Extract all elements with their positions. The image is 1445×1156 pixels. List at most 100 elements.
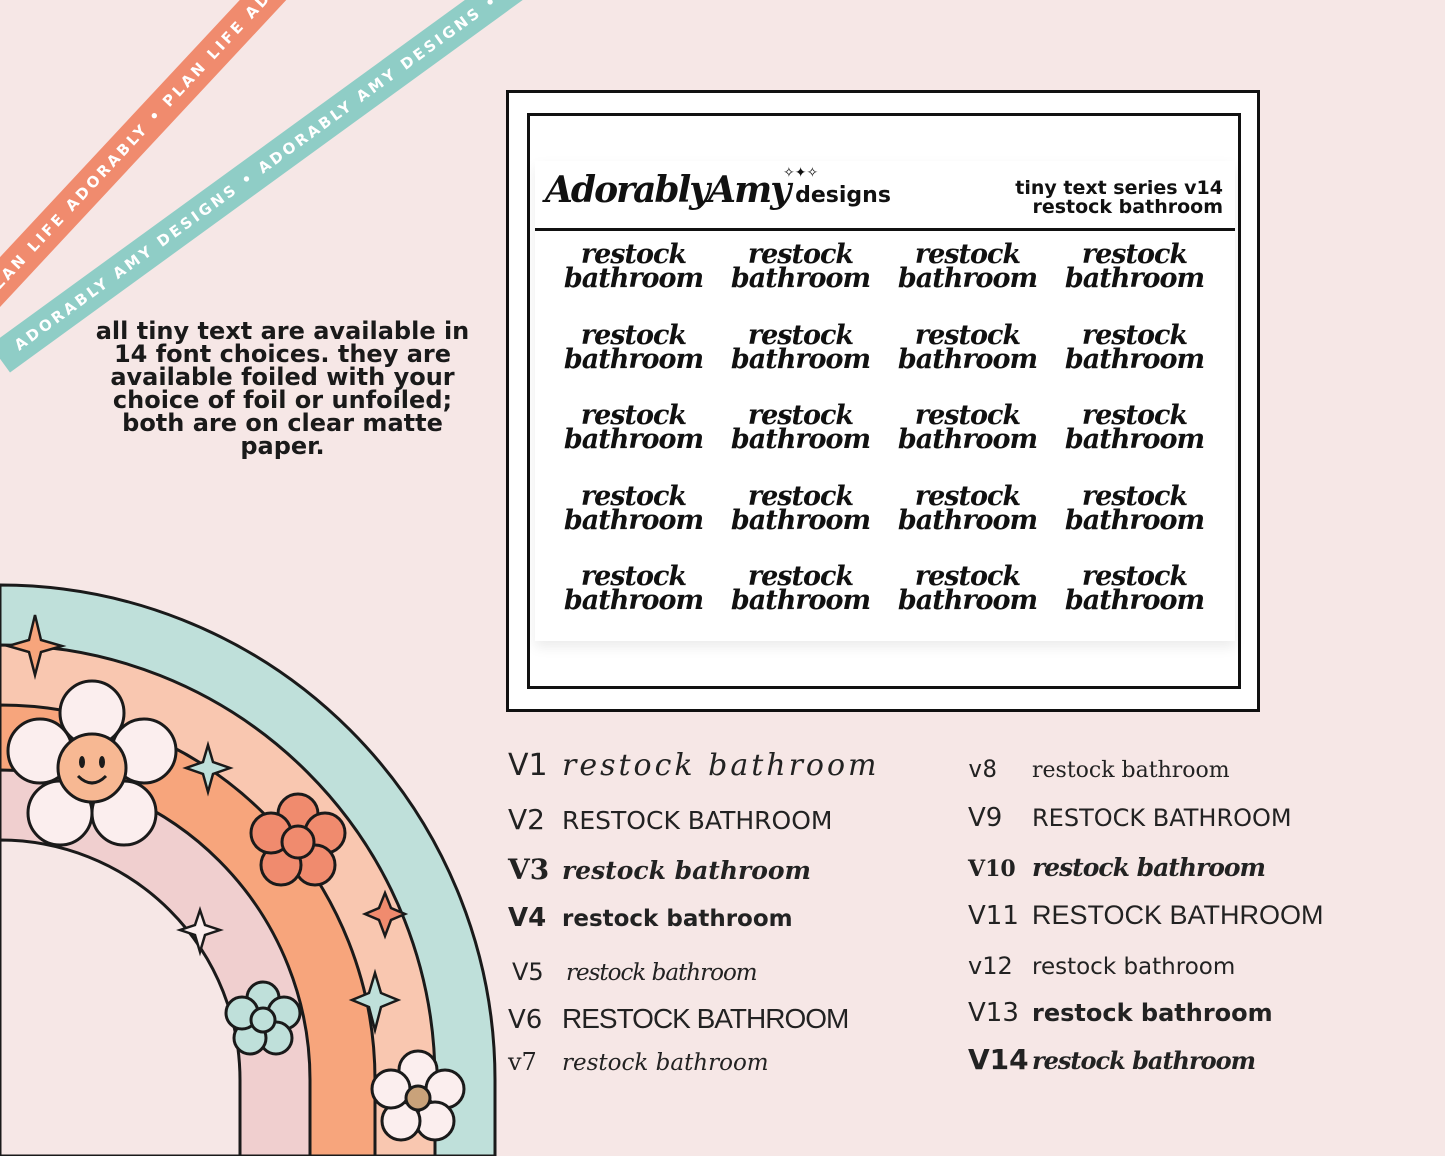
sticker-line-1: restock (914, 480, 1021, 512)
sticker-line-2: bathroom (1064, 504, 1205, 536)
font-version-label: V3 (508, 853, 550, 886)
coral-flower-icon (249, 792, 347, 887)
sticker-item: restock bathroom (717, 400, 884, 485)
sticker-item: restock bathroom (1051, 480, 1218, 566)
series-line-2: restock bathroom (1032, 196, 1223, 218)
rainbow-illustration (0, 583, 497, 1156)
sticker-line-1: restock (1081, 480, 1188, 512)
font-version-item: V14 restock bathroom (968, 1043, 1256, 1076)
font-version-label: v12 (968, 952, 1013, 980)
font-version-label: V9 (968, 803, 1003, 833)
sticker-item: restock bathroom (550, 563, 717, 646)
sticker-item: restock bathroom (717, 319, 884, 405)
font-version-item: V10 restock bathroom (968, 853, 1266, 882)
sparkle-icon (3, 614, 67, 680)
font-version-item: V3 restock bathroom (508, 853, 811, 886)
font-version-item: V1 restock bathroom (508, 748, 880, 783)
font-version-item: V11 RESTOCK BATHROOM (968, 900, 1324, 931)
sticker-line-2: bathroom (1064, 585, 1205, 616)
font-version-item: V9 RESTOCK BATHROOM (968, 803, 1292, 833)
sticker-line-2: bathroom (897, 343, 1038, 375)
sticker-item: restock bathroom (550, 241, 717, 324)
font-version-label: V5 (512, 958, 544, 986)
font-version-sample: restock bathroom (566, 960, 758, 986)
font-version-label: V1 (508, 748, 548, 783)
font-version-sample: restock bathroom (1032, 1046, 1256, 1075)
sticker-line-2: bathroom (897, 504, 1038, 536)
font-version-label: V10 (968, 856, 1016, 882)
sticker-line-2: bathroom (897, 263, 1038, 294)
sticker-item: restock bathroom (550, 322, 717, 405)
sticker-item: restock bathroom (550, 402, 717, 485)
sticker-line-1: restock (747, 400, 854, 431)
sticker-item: restock bathroom (550, 480, 717, 566)
sticker-line-2: bathroom (730, 504, 871, 536)
product-preview-inner-frame: AdorablyAmy designs ✧✦✧ tiny text series… (527, 113, 1241, 689)
sticker-line-1: restock (747, 561, 854, 592)
sparkle-icon (176, 906, 224, 957)
series-line-1: tiny text series v14 (1015, 177, 1223, 199)
sticker-line-2: bathroom (563, 585, 704, 616)
font-version-sample: restock bathroom (1032, 853, 1266, 882)
sticker-item: restock bathroom (1051, 400, 1218, 485)
sticker-item: restock bathroom (717, 241, 884, 324)
sticker-grid: restock bathroom restock bathroom restock bat… (535, 239, 1235, 646)
sticker-line-1: restock (747, 319, 854, 351)
sparkle-icon (361, 889, 409, 940)
font-version-sample: restock bathroom (562, 748, 880, 783)
font-version-item: V5 restock bathroom (512, 958, 758, 986)
sheet-header: AdorablyAmy designs ✧✦✧ tiny text series… (535, 161, 1235, 231)
font-version-item: V4 restock bathroom (508, 903, 793, 933)
sticker-line-2: bathroom (1064, 424, 1205, 455)
sticker-line-1: restock (914, 319, 1021, 351)
sticker-line-1: restock (1081, 239, 1188, 270)
font-version-sample: RESTOCK BATHROOM (562, 1003, 849, 1034)
sticker-line-1: restock (1081, 561, 1188, 592)
sticker-item: restock bathroom (884, 561, 1051, 646)
product-description: all tiny text are available in 14 font c… (95, 317, 470, 460)
sparkle-icon: ✧✦✧ (783, 165, 819, 181)
sticker-line-1: restock (1081, 319, 1188, 351)
sparkle-icon (348, 968, 402, 1035)
sticker-line-2: bathroom (730, 343, 871, 375)
mint-flower-icon (224, 980, 302, 1056)
font-version-item: V13 restock bathroom (968, 998, 1273, 1028)
font-version-item: V2 RESTOCK BATHROOM (508, 803, 832, 836)
brand-logo: AdorablyAmy designs (545, 169, 891, 211)
sticker-line-2: bathroom (897, 424, 1038, 455)
product-preview-frame: AdorablyAmy designs ✧✦✧ tiny text series… (506, 90, 1260, 712)
white-flower-icon (370, 1049, 466, 1142)
font-version-sample: restock bathroom (1032, 758, 1230, 783)
sticker-item: restock bathroom (1051, 239, 1218, 324)
smiley-flower-icon (6, 679, 178, 847)
sticker-line-1: restock (914, 561, 1021, 592)
sticker-item: restock bathroom (884, 400, 1051, 485)
font-version-sample: restock bathroom (562, 906, 793, 932)
sticker-item: restock bathroom (717, 561, 884, 646)
font-version-sample: restock bathroom (562, 856, 811, 885)
sticker-line-1: restock (580, 480, 687, 512)
font-version-sample: restock bathroom (562, 1050, 769, 1076)
sticker-line-2: bathroom (1064, 263, 1205, 294)
brand-designs: designs (795, 183, 891, 208)
font-version-item: V6 RESTOCK BATHROOM (508, 1003, 849, 1035)
sticker-line-2: bathroom (563, 504, 704, 536)
font-version-label: V2 (508, 803, 545, 836)
sticker-line-2: bathroom (563, 343, 704, 375)
series-title: tiny text series v14 restock bathroom (1015, 179, 1223, 217)
sticker-line-2: bathroom (730, 263, 871, 294)
sticker-item: restock bathroom (884, 319, 1051, 405)
font-version-label: V14 (968, 1043, 1029, 1076)
sticker-line-2: bathroom (730, 585, 871, 616)
font-version-label: V13 (968, 998, 1019, 1028)
sticker-line-2: bathroom (730, 424, 871, 455)
sticker-line-1: restock (1081, 400, 1188, 431)
sticker-line-2: bathroom (563, 263, 704, 294)
font-version-label: V4 (508, 903, 547, 933)
font-version-item: v8 restock bathroom (968, 755, 1230, 783)
font-version-sample: RESTOCK BATHROOM (562, 806, 833, 835)
sticker-sheet: AdorablyAmy designs ✧✦✧ tiny text series… (535, 161, 1235, 641)
font-version-item: v12 restock bathroom (968, 952, 1235, 980)
sticker-line-1: restock (914, 400, 1021, 431)
sticker-item: restock bathroom (1051, 319, 1218, 405)
